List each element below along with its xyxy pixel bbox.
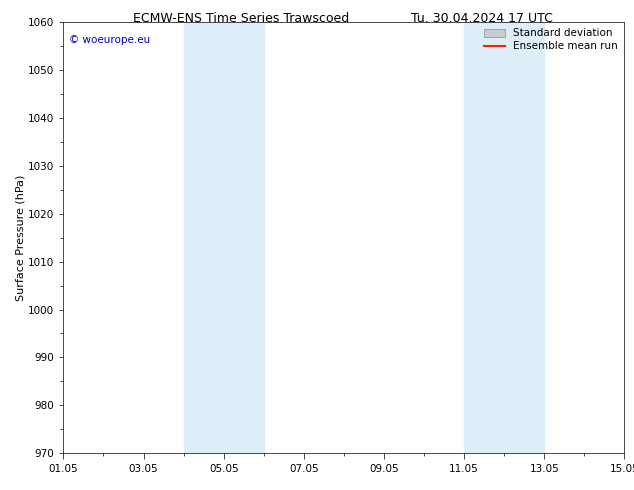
Text: Tu. 30.04.2024 17 UTC: Tu. 30.04.2024 17 UTC [411, 12, 553, 25]
Text: © woeurope.eu: © woeurope.eu [69, 35, 150, 45]
Bar [184, 22, 264, 453]
Text: ECMW-ENS Time Series Trawscoed: ECMW-ENS Time Series Trawscoed [133, 12, 349, 25]
Bar [464, 22, 545, 453]
Legend: Standard deviation, Ensemble mean run: Standard deviation, Ensemble mean run [480, 24, 623, 55]
Y-axis label: Surface Pressure (hPa): Surface Pressure (hPa) [15, 174, 25, 301]
